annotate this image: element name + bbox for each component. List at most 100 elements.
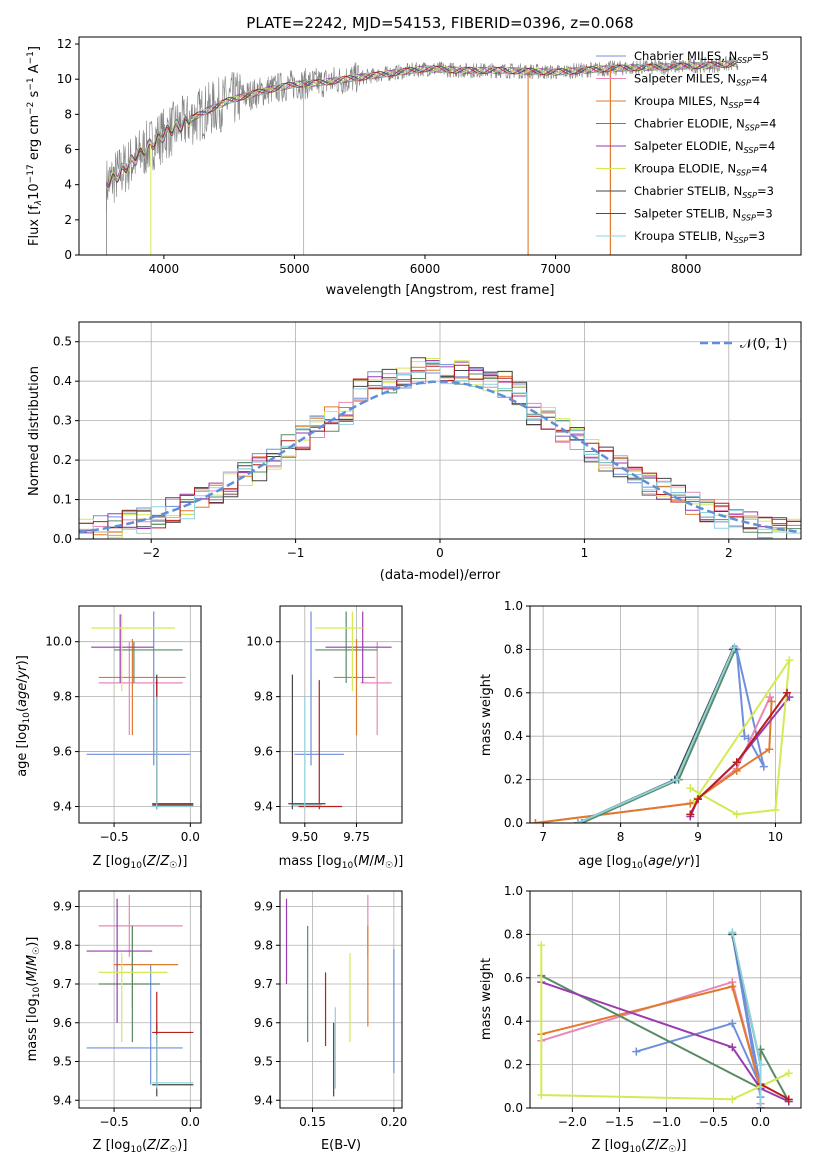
weight-line-salpeter-stelib (689, 692, 788, 815)
errorbar-salpeter-elodie (86, 898, 153, 1023)
plot-frame (279, 890, 403, 1109)
errorbar-kroupa-miles (333, 638, 376, 736)
spectrum-panel: PLATE=2242, MJD=54153, FIBERID=0396, z=0… (26, 14, 802, 298)
weight-marker (537, 1090, 546, 1099)
y-tick-label: 9.6 (53, 1016, 72, 1030)
x-tick-label: −1.0 (652, 1115, 681, 1129)
x-tick-label: −2.0 (558, 1115, 587, 1129)
errorbar-plot (86, 894, 194, 1097)
y-tick-label: 9.6 (254, 1016, 273, 1030)
z-age-xlabel: Z [log10(Z/Z☉)] (93, 854, 188, 871)
errorbar-salpeter-elodie (325, 611, 392, 683)
y-tick-label: 9.5 (254, 1055, 273, 1069)
errorbar-kroupa-stelib (292, 696, 322, 810)
legend-label: Salpeter ELODIE, NSSP=4 (634, 139, 775, 155)
weight-marker (765, 745, 774, 754)
gaussian-curve (79, 380, 801, 534)
plot-frame (529, 890, 802, 1109)
errorbar-plot (288, 611, 392, 810)
y-tick-label: 0.6 (504, 686, 523, 700)
weight-marker (766, 693, 775, 702)
weight-marker (728, 982, 737, 991)
errorbar-chabrier-stelib (152, 674, 194, 810)
z-age-ylabel: age [log10(age/yr)] (15, 655, 32, 777)
y-tick-label: 10.0 (45, 635, 72, 649)
y-tick-label: 9.8 (254, 690, 273, 704)
y-tick-label: 9.6 (53, 745, 72, 759)
y-tick-label: 0.4 (504, 729, 523, 743)
y-tick-label: 1.0 (504, 599, 523, 613)
errorbar-chabrier-stelib (152, 1022, 194, 1097)
x-tick-label: −0.5 (699, 1115, 728, 1129)
legend-label: Kroupa ELODIE, NSSP=4 (634, 162, 768, 178)
x-tick-label: 9.50 (291, 830, 318, 844)
legend-label: 𝒩(0, 1) (740, 337, 787, 352)
gridlines (79, 606, 201, 823)
age-weight-panel: age [log10(age/yr)] mass weight 7 8 9 10 0.0… (479, 599, 802, 871)
errorbar-plot (285, 894, 395, 1097)
y-tick-label: 9.4 (254, 1093, 273, 1107)
z-mass-xlabel: Z [log10(Z/Z☉)] (93, 1138, 188, 1155)
errorbar-kroupa-stelib (152, 696, 194, 810)
weight-marker (694, 795, 703, 804)
model-salpeter-stelib (106, 59, 738, 188)
errorbar-kroupa-elodie (91, 614, 176, 692)
z-mass-panel: Z [log10(Z/Z☉)] mass [log10(M/M☉)] −0.5 0… (25, 890, 202, 1155)
x-tick-label: 0.0 (181, 1115, 200, 1129)
x-tick-label: 4000 (149, 262, 180, 276)
y-tick-label: 9.9 (53, 900, 72, 914)
x-tick-label: 10 (768, 830, 783, 844)
x-tick-label: 8 (617, 830, 625, 844)
y-tick-label: 2 (64, 213, 72, 227)
errorbar-salpeter-stelib (152, 991, 194, 1074)
y-tick-label: 10.0 (246, 635, 273, 649)
x-tick-label: 1 (581, 546, 589, 560)
errorbar-kroupa-miles (114, 925, 179, 1008)
errorbar-chabrier-miles (86, 964, 183, 1085)
y-tick-label: 1.0 (504, 884, 523, 898)
x-tick-label: 7 (539, 830, 547, 844)
weight-marker (728, 1019, 737, 1028)
spectrum-ylabel: Flux [fλ10−17 erg cm−2 s−1 A−1] (26, 46, 44, 246)
x-tick-label: 9.75 (343, 830, 370, 844)
weight-marker (756, 1104, 765, 1108)
weight-marker (574, 819, 583, 823)
y-tick-label: 9.4 (53, 800, 72, 814)
x-tick-label: −1 (287, 546, 305, 560)
weight-plot (531, 643, 794, 823)
x-tick-label: 5000 (279, 262, 310, 276)
spectrum-plot (106, 56, 739, 255)
weight-line-salpeter-miles (535, 696, 771, 823)
age-weight-ylabel: mass weight (479, 674, 494, 756)
weight-plot (537, 928, 793, 1108)
weight-marker (784, 1069, 793, 1078)
gridlines (79, 891, 201, 1108)
errorbar-chabrier-stelib (288, 674, 326, 810)
x-tick-label: 0 (436, 546, 444, 560)
gridlines (79, 322, 801, 540)
y-tick-label: 0.4 (53, 374, 72, 388)
age-weight-xlabel: age [log10(age/yr)] (578, 854, 700, 871)
y-tick-label: 9.8 (53, 690, 72, 704)
weight-marker (537, 941, 546, 950)
weight-marker (728, 1095, 737, 1104)
plot-frame (78, 321, 802, 540)
gridlines (530, 605, 801, 824)
legend-label: Chabrier ELODIE, NSSP=4 (634, 117, 776, 133)
mass-age-panel: mass [log10(M/M☉)] 9.50 9.75 9.4 9.6 9.8 10.0 (246, 605, 403, 871)
histogram-plot (79, 357, 801, 539)
weight-marker (686, 810, 695, 819)
errorbar-salpeter-elodie (91, 614, 154, 683)
legend-label: Kroupa MILES, NSSP=4 (634, 94, 760, 110)
ebv-mass-xlabel: E(B-V) (321, 1138, 361, 1153)
weight-marker (784, 1095, 793, 1104)
y-tick-label: 0.4 (504, 1014, 523, 1028)
y-tick-label: 4 (64, 178, 72, 192)
y-tick-label: 0.5 (53, 335, 72, 349)
legend-label: Salpeter STELIB, NSSP=3 (634, 207, 773, 223)
residual-xlabel: (data-model)/error (380, 568, 501, 583)
y-tick-label: 0.0 (504, 816, 523, 830)
z-age-panel: Z [log10(Z/Z☉)] age [log10(age/yr)] −0.5… (15, 605, 202, 871)
y-tick-label: 12 (57, 37, 72, 51)
z-weight-xlabel: Z [log10(Z/Z☉)] (592, 1138, 687, 1155)
